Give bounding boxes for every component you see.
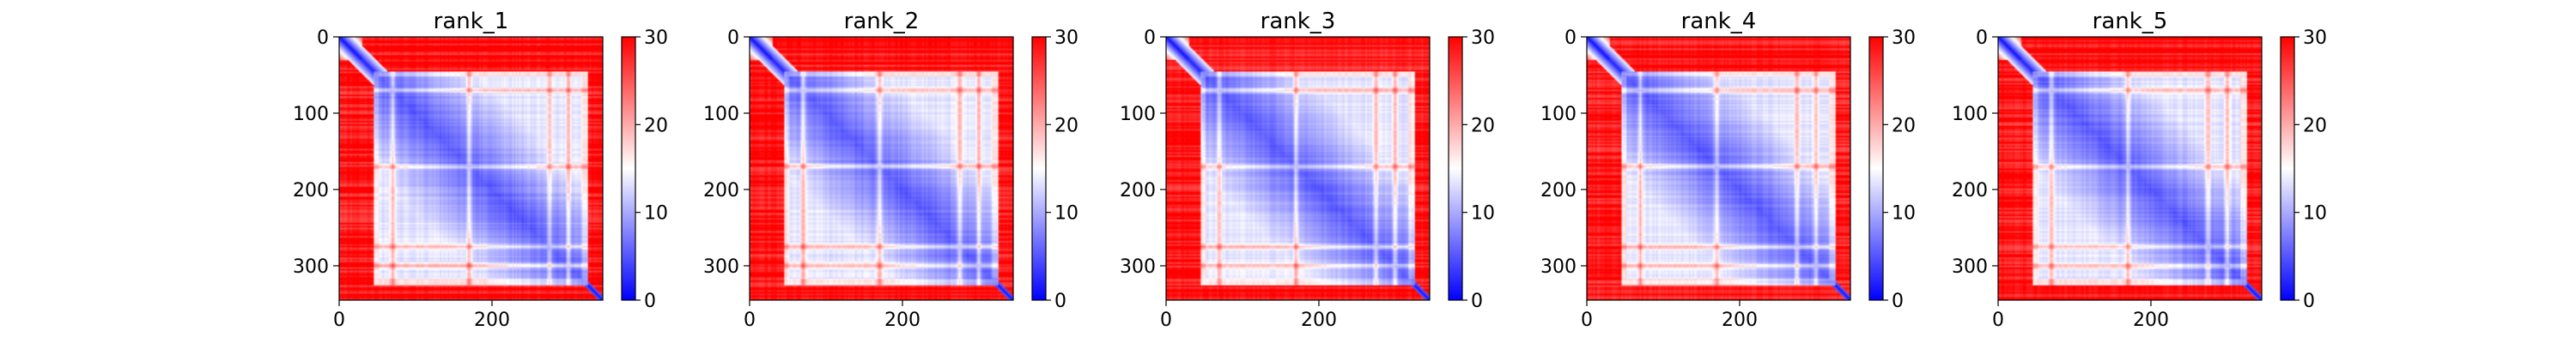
heatmap-image bbox=[339, 37, 603, 300]
colorbar-tick-label: 0 bbox=[1892, 291, 1904, 312]
colorbar-tick-label: 10 bbox=[1892, 203, 1916, 225]
y-tick-label: 300 bbox=[703, 256, 739, 278]
y-tick-label: 200 bbox=[1120, 180, 1156, 202]
colorbar bbox=[621, 36, 636, 301]
y-tick-label: 200 bbox=[1540, 180, 1577, 202]
colorbar-tick-label: 0 bbox=[1471, 291, 1483, 312]
x-tick-label: 200 bbox=[474, 310, 510, 331]
y-tick-label: 0 bbox=[727, 27, 739, 49]
axes-frame bbox=[749, 36, 1014, 301]
colorbar bbox=[1868, 36, 1884, 301]
x-tick-label: 0 bbox=[333, 310, 345, 331]
chart-title: rank_3 bbox=[1261, 9, 1336, 34]
heatmap-image bbox=[750, 37, 1013, 300]
axes-frame bbox=[1997, 36, 2263, 301]
colorbar-tick-label: 10 bbox=[1471, 203, 1495, 225]
chart-title: rank_2 bbox=[844, 9, 920, 34]
heatmap-image bbox=[1998, 37, 2262, 300]
y-tick-label: 300 bbox=[1540, 256, 1577, 278]
y-tick-label: 300 bbox=[1120, 256, 1156, 278]
colorbar-tick-label: 0 bbox=[644, 291, 656, 312]
colorbar-tick-label: 10 bbox=[644, 203, 668, 225]
chart-title: rank_4 bbox=[1681, 9, 1757, 34]
colorbar-tick-label: 20 bbox=[1892, 115, 1916, 136]
colorbar-tick-label: 30 bbox=[1054, 27, 1078, 49]
chart-title: rank_1 bbox=[434, 9, 509, 34]
colorbar-tick-label: 0 bbox=[2303, 291, 2315, 312]
y-tick-label: 0 bbox=[1976, 27, 1988, 49]
x-tick-label: 0 bbox=[744, 310, 756, 331]
heatmap-image bbox=[1166, 37, 1430, 300]
y-tick-label: 200 bbox=[703, 180, 739, 202]
colorbar-tick-label: 0 bbox=[1054, 291, 1066, 312]
chart-title: rank_5 bbox=[2093, 9, 2168, 34]
colorbar-tick-label: 20 bbox=[644, 115, 668, 136]
y-tick-label: 100 bbox=[1952, 104, 1988, 125]
colorbar-tick-label: 20 bbox=[1054, 115, 1078, 136]
x-tick-label: 0 bbox=[1581, 310, 1593, 331]
colorbar bbox=[1031, 36, 1047, 301]
y-tick-label: 0 bbox=[1564, 27, 1577, 49]
y-tick-label: 200 bbox=[293, 180, 329, 202]
colorbar-tick-label: 10 bbox=[2303, 203, 2327, 225]
colorbar-tick-label: 20 bbox=[2303, 115, 2327, 136]
x-tick-label: 200 bbox=[1722, 310, 1758, 331]
axes-frame bbox=[338, 36, 604, 301]
y-tick-label: 100 bbox=[1540, 104, 1577, 125]
x-tick-label: 200 bbox=[884, 310, 920, 331]
x-tick-label: 200 bbox=[2133, 310, 2169, 331]
colorbar-tick-label: 30 bbox=[1892, 27, 1916, 49]
heatmap-image bbox=[1587, 37, 1850, 300]
y-tick-label: 0 bbox=[1144, 27, 1156, 49]
y-tick-label: 0 bbox=[317, 27, 329, 49]
heatmap-panel: rank_5 0 100 200 300 0 200 0 10 20 30 bbox=[1952, 9, 2327, 331]
y-tick-label: 100 bbox=[293, 104, 329, 125]
y-tick-label: 200 bbox=[1952, 180, 1988, 202]
y-tick-label: 300 bbox=[1952, 256, 1988, 278]
colorbar-tick-label: 30 bbox=[1471, 27, 1495, 49]
x-tick-label: 0 bbox=[1160, 310, 1172, 331]
heatmap-panel: rank_4 0 100 200 300 0 200 0 10 20 30 bbox=[1540, 9, 1916, 331]
x-tick-label: 0 bbox=[1992, 310, 2004, 331]
y-tick-label: 300 bbox=[293, 256, 329, 278]
axes-frame bbox=[1165, 36, 1431, 301]
colorbar bbox=[2280, 36, 2295, 301]
y-tick-label: 100 bbox=[703, 104, 739, 125]
axes-frame bbox=[1586, 36, 1851, 301]
colorbar-tick-label: 20 bbox=[1471, 115, 1495, 136]
heatmap-panel: rank_2 0 100 200 300 0 200 0 10 20 30 bbox=[703, 9, 1078, 331]
heatmap-panel: rank_3 0 100 200 300 0 200 0 10 20 30 bbox=[1120, 9, 1495, 331]
colorbar-tick-label: 30 bbox=[2303, 27, 2327, 49]
x-tick-label: 200 bbox=[1301, 310, 1337, 331]
colorbar-tick-label: 10 bbox=[1054, 203, 1078, 225]
colorbar-tick-label: 30 bbox=[644, 27, 668, 49]
heatmap-panel: rank_1 0 100 200 300 0 200 0 10 20 30 bbox=[293, 9, 668, 331]
y-tick-label: 100 bbox=[1120, 104, 1156, 125]
colorbar bbox=[1448, 36, 1463, 301]
